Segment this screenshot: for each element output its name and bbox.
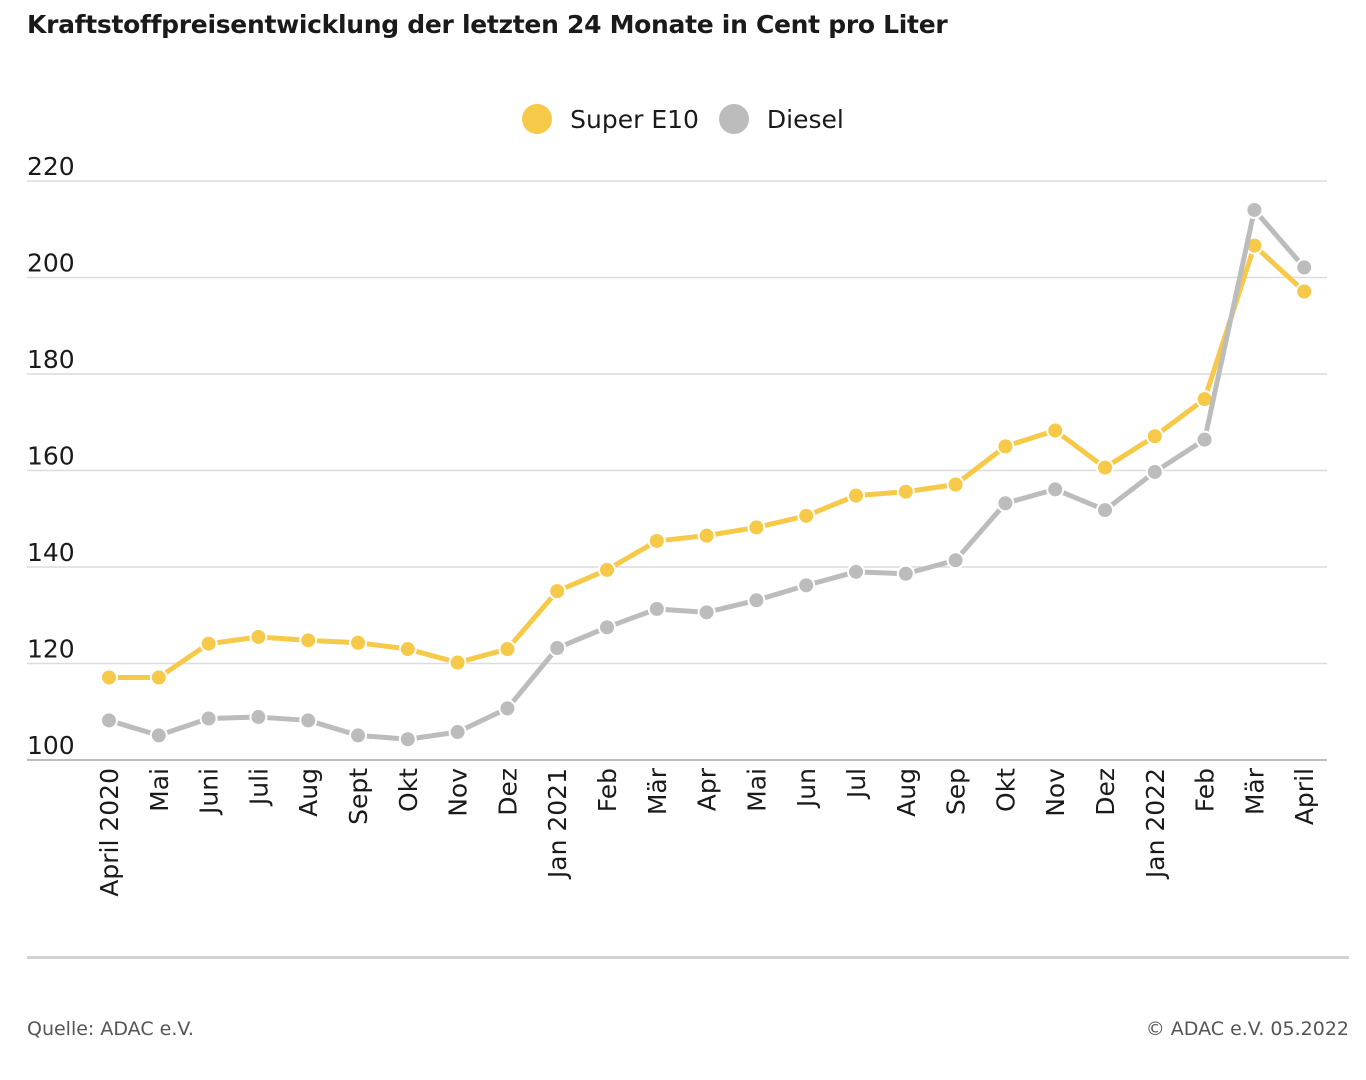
data-point-diesel <box>349 726 367 745</box>
y-tick-label-160: 160 <box>27 442 75 471</box>
source-note: Quelle: ADAC e.V. <box>27 1018 194 1040</box>
chart-legend: Super E10 Diesel <box>0 104 1366 140</box>
data-point-diesel <box>249 708 268 727</box>
y-tick-label-120: 120 <box>27 635 75 664</box>
x-tick-label: Juni <box>195 768 224 816</box>
x-tick-label: Dez <box>1091 768 1120 816</box>
data-point-super-e10 <box>647 531 666 550</box>
data-point-diesel <box>1046 480 1065 499</box>
data-point-diesel <box>1145 462 1164 481</box>
data-point-super-e10 <box>398 640 417 659</box>
x-tick-label: Jan 2021 <box>543 768 572 880</box>
x-tick-label: Jul <box>842 768 871 800</box>
y-tick-label-200: 200 <box>27 249 75 278</box>
footer-divider <box>27 956 1349 959</box>
data-point-diesel <box>896 564 915 583</box>
series-line-diesel <box>106 207 1307 742</box>
data-point-diesel <box>747 591 766 610</box>
legend-swatch-diesel <box>718 104 749 134</box>
data-point-super-e10 <box>199 634 218 653</box>
x-tick-label: Okt <box>991 768 1020 812</box>
data-point-super-e10 <box>1046 421 1065 440</box>
x-tick-label: Juli <box>244 768 273 807</box>
x-tick-label: Aug <box>892 768 921 817</box>
data-point-diesel <box>398 730 417 749</box>
data-point-super-e10 <box>548 582 567 601</box>
data-point-diesel <box>1096 501 1114 520</box>
copyright-note: © ADAC e.V. 05.2022 <box>1145 1018 1349 1040</box>
x-tick-label: Aug <box>294 768 323 817</box>
data-point-super-e10 <box>747 518 766 537</box>
data-point-diesel <box>946 551 965 570</box>
x-tick-label: Feb <box>1191 768 1220 812</box>
data-point-super-e10 <box>149 668 168 687</box>
x-tick-label: Sept <box>344 768 373 825</box>
data-point-super-e10 <box>896 482 915 501</box>
data-point-diesel <box>498 699 517 718</box>
data-point-super-e10 <box>100 668 118 687</box>
legend-label-diesel: Diesel <box>766 104 844 134</box>
legend-item-diesel[interactable]: Diesel <box>718 104 844 134</box>
data-point-diesel <box>647 599 666 618</box>
data-point-diesel <box>1295 258 1314 277</box>
data-point-diesel <box>199 709 218 728</box>
data-point-super-e10 <box>448 653 467 672</box>
line-chart: 100 120 140 160 180 200 220 April 2020 Mai Juni Ju… <box>27 152 1327 897</box>
data-point-super-e10 <box>1295 282 1314 301</box>
x-tick-label: April 2020 <box>95 768 124 897</box>
data-point-diesel <box>448 723 467 742</box>
data-point-diesel <box>598 618 616 637</box>
data-point-super-e10 <box>847 486 865 505</box>
x-tick-label: Mär <box>1240 767 1269 815</box>
x-tick-label: Apr <box>693 767 722 811</box>
data-point-super-e10 <box>299 631 318 650</box>
x-tick-label: Jan 2022 <box>1141 768 1170 880</box>
x-tick-label: Okt <box>394 768 423 812</box>
x-tick-label: Mai <box>145 768 174 812</box>
chart-title: Kraftstoffpreisentwicklung der letzten 2… <box>27 10 948 39</box>
data-point-diesel <box>299 711 318 730</box>
data-point-super-e10 <box>996 437 1015 456</box>
data-point-super-e10 <box>946 475 965 494</box>
x-tick-label: Mai <box>742 768 771 812</box>
data-point-diesel <box>100 711 118 730</box>
x-tick-label: Nov <box>1041 768 1070 817</box>
data-point-diesel <box>847 562 865 581</box>
x-tick-label: Sep <box>942 768 971 815</box>
legend-swatch-super-e10 <box>522 104 553 134</box>
data-point-super-e10 <box>1145 427 1164 446</box>
x-tick-label: Mär <box>643 767 672 815</box>
data-point-super-e10 <box>697 526 716 545</box>
y-tick-label-180: 180 <box>27 345 75 374</box>
data-point-super-e10 <box>598 560 616 579</box>
data-point-super-e10 <box>797 506 816 525</box>
data-point-diesel <box>996 494 1015 513</box>
data-point-diesel <box>1245 200 1264 219</box>
y-tick-label-100: 100 <box>27 731 75 760</box>
x-tick-label: April <box>1290 768 1319 825</box>
x-tick-label: Dez <box>493 768 522 816</box>
legend-item-super-e10[interactable]: Super E10 <box>522 104 699 134</box>
y-tick-label-220: 220 <box>27 152 75 181</box>
y-tick-label-140: 140 <box>27 538 75 567</box>
x-tick-label: Feb <box>593 768 622 812</box>
x-tick-label: Jun <box>792 768 821 809</box>
data-point-diesel <box>697 603 716 622</box>
data-point-diesel <box>797 576 816 595</box>
data-point-diesel <box>1195 430 1214 449</box>
data-point-super-e10 <box>498 640 517 659</box>
data-point-super-e10 <box>349 633 367 652</box>
data-point-super-e10 <box>1096 458 1114 477</box>
x-tick-label: Nov <box>444 768 473 817</box>
legend-label-super-e10: Super E10 <box>570 104 699 134</box>
data-point-super-e10 <box>249 627 268 646</box>
data-point-diesel <box>149 726 168 745</box>
data-point-diesel <box>548 639 567 658</box>
